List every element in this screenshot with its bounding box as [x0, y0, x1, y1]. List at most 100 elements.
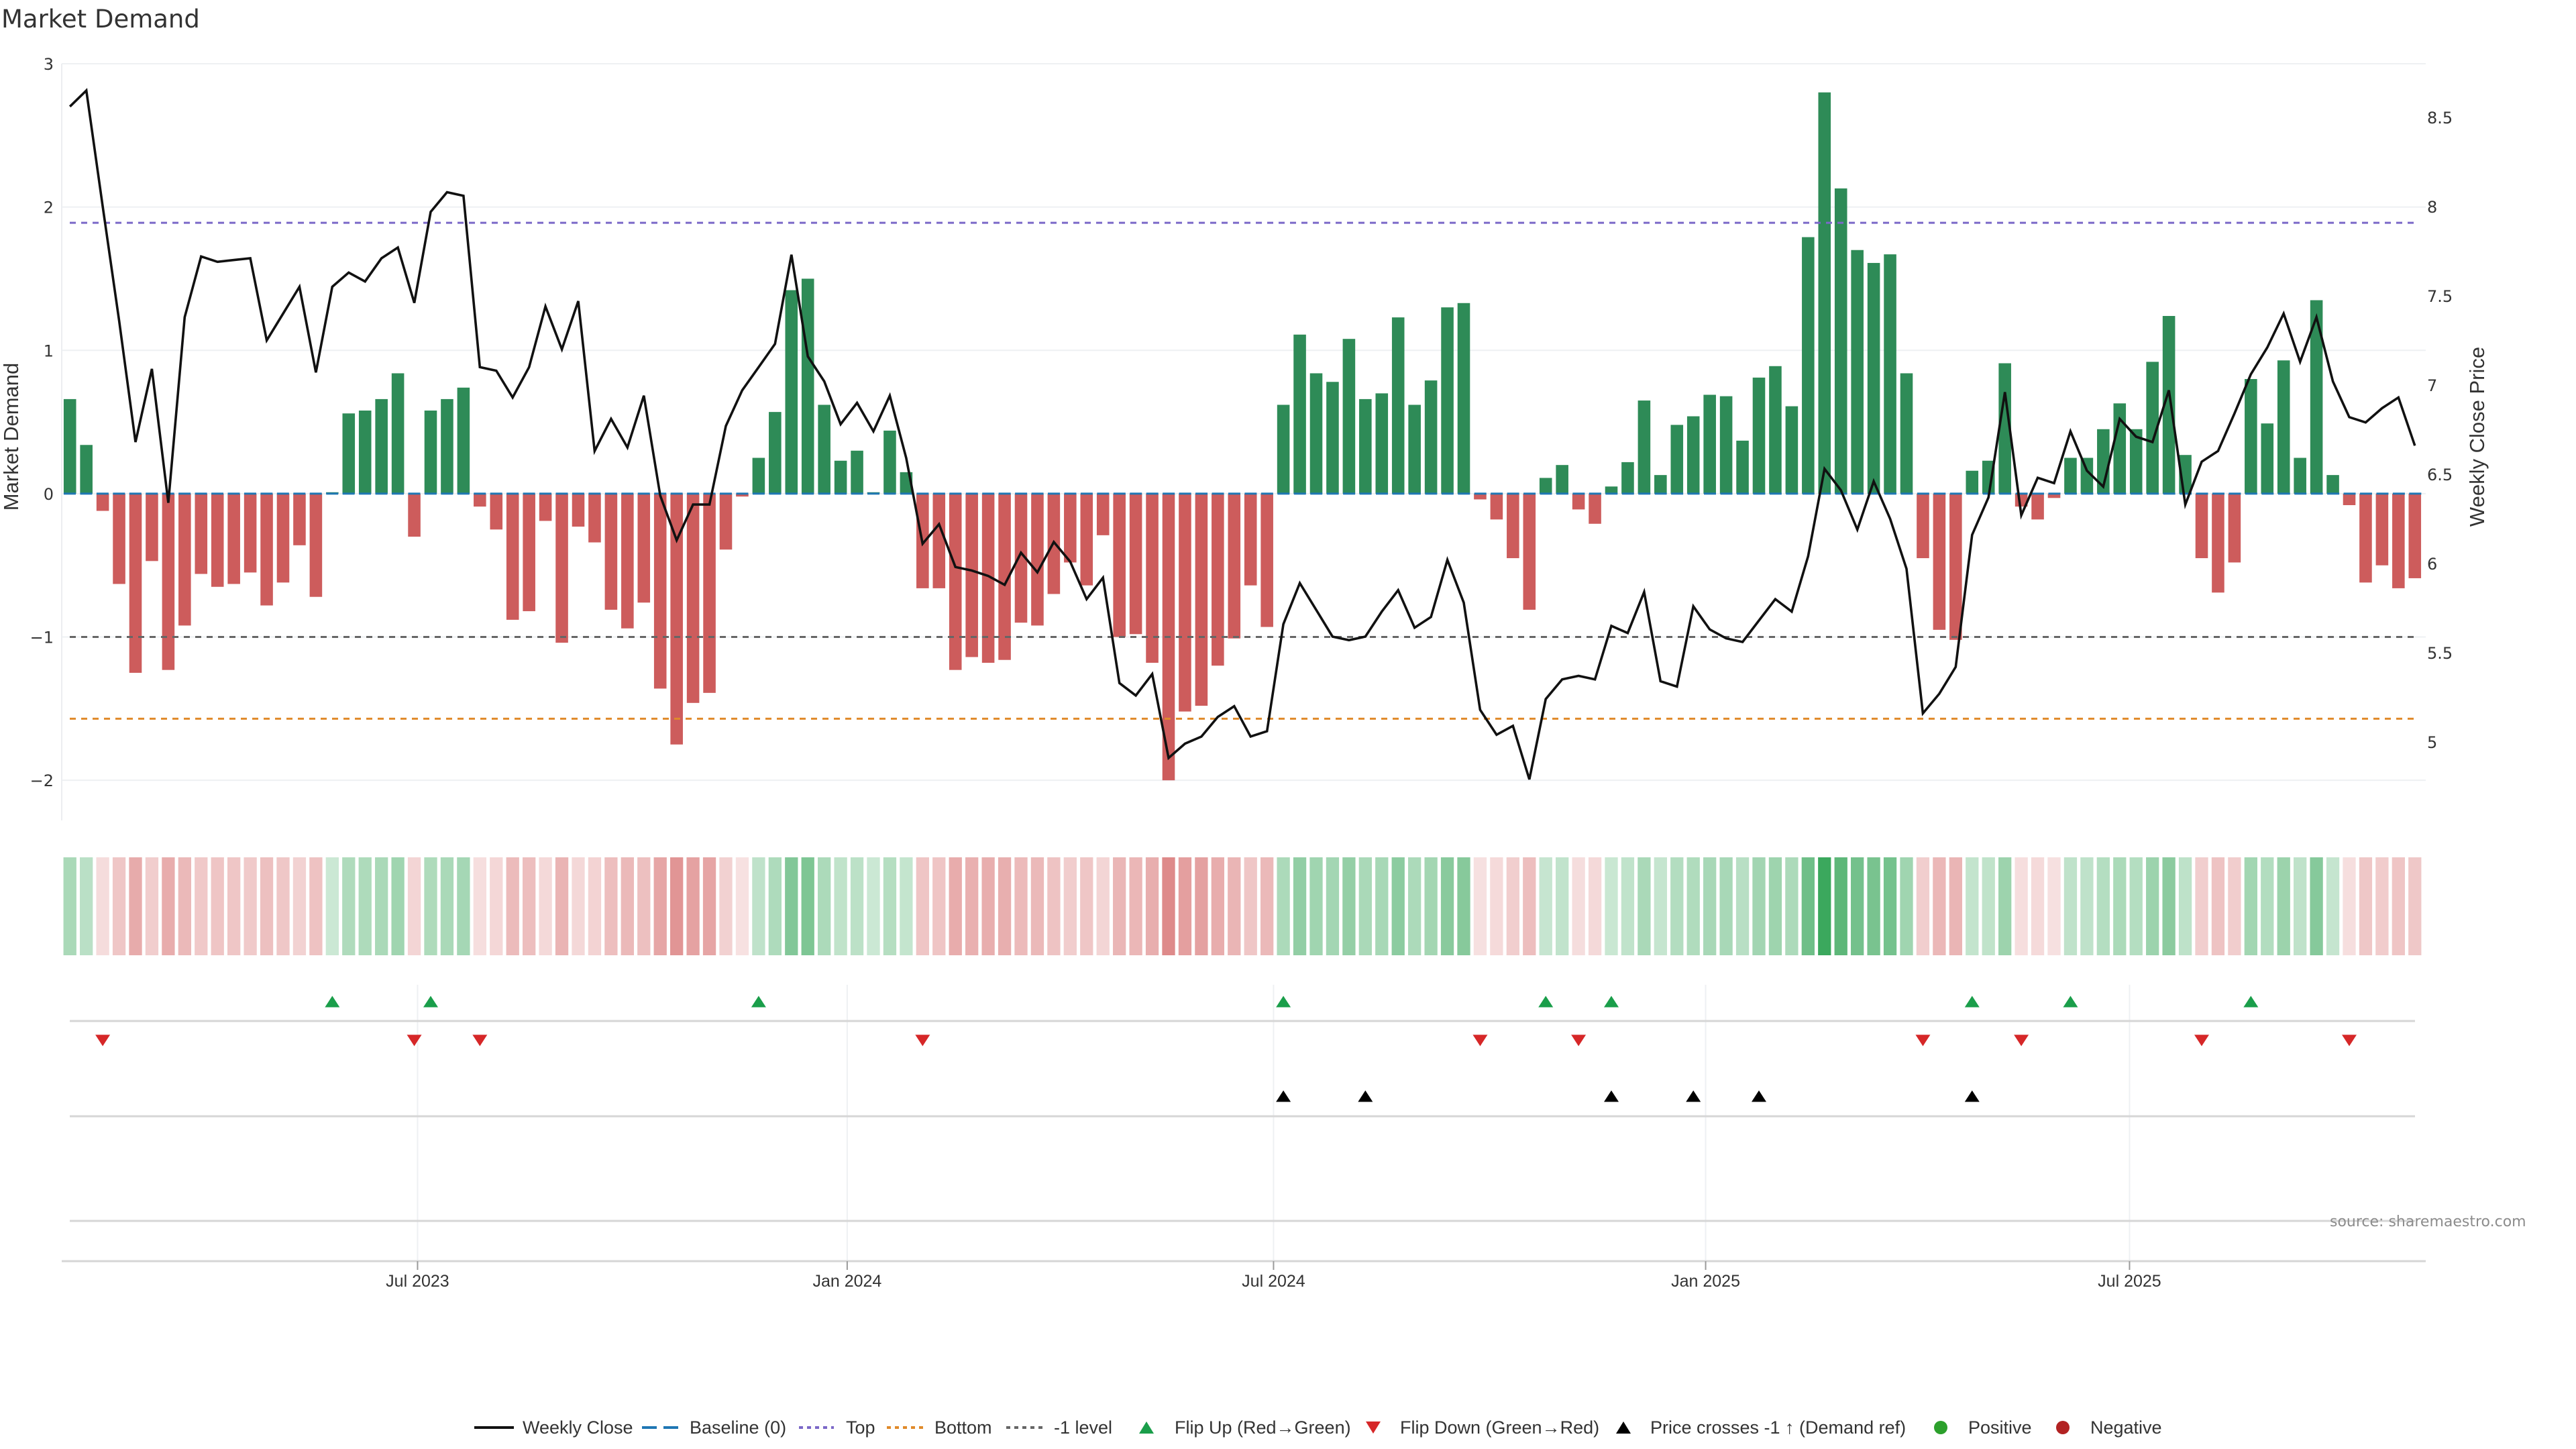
- heatmap-cell: [260, 857, 274, 955]
- demand-bar-positive: [785, 290, 798, 494]
- demand-bar-positive: [457, 387, 470, 494]
- heatmap-cell: [2063, 857, 2078, 955]
- demand-bar-negative: [1523, 493, 1536, 610]
- heatmap-cell: [407, 857, 421, 955]
- flip-down-marker: [2014, 1034, 2029, 1046]
- demand-bar-negative: [1260, 493, 1273, 627]
- demand-bar-negative: [260, 493, 273, 606]
- heatmap-cell: [949, 857, 962, 955]
- demand-bar-negative: [2031, 493, 2044, 520]
- heatmap-cell: [2015, 857, 2028, 955]
- legend-item: Baseline (0): [642, 1417, 786, 1438]
- demand-bar-positive: [1342, 339, 1356, 494]
- y-tick-label-left: 1: [44, 341, 54, 360]
- demand-bar-positive: [2294, 458, 2306, 494]
- reference-lines: [64, 221, 2423, 720]
- flip-up-marker: [1964, 996, 1980, 1008]
- heatmap-cell: [1178, 857, 1192, 955]
- heatmap-cell: [244, 857, 257, 955]
- flip-down-marker: [1571, 1034, 1587, 1046]
- heatmap-cell: [2129, 857, 2143, 955]
- heatmap-cell: [1605, 857, 1618, 955]
- heatmap-cell: [621, 857, 634, 955]
- demand-bar-negative: [1949, 493, 1962, 640]
- heatmap-cell: [1834, 857, 1847, 955]
- heatmap-cell: [162, 857, 175, 955]
- legend-label: Top: [846, 1417, 875, 1438]
- demand-bar-positive: [752, 458, 765, 494]
- heatmap-cell: [2178, 857, 2192, 955]
- heatmap-cell: [80, 857, 93, 955]
- heatmap-cell: [342, 857, 356, 955]
- demand-bar-positive: [2080, 458, 2094, 494]
- heatmap-cell: [195, 857, 208, 955]
- legend: Weekly Close Baseline (0) Top Bottom -1 leve…: [474, 1417, 2162, 1438]
- demand-bar-negative: [703, 493, 716, 693]
- demand-bar-positive: [883, 430, 896, 494]
- demand-bar-positive: [1621, 462, 1634, 494]
- heatmap-cell: [735, 857, 749, 955]
- legend-triangle-up-icon: [1139, 1421, 1154, 1434]
- demand-bar-positive: [1556, 465, 1568, 494]
- heatmap-cell: [572, 857, 585, 955]
- demand-bar-positive: [1654, 475, 1667, 494]
- demand-bar-negative: [1917, 493, 1929, 559]
- demand-bar-negative: [2375, 493, 2389, 566]
- legend-label: Price crosses -1 ↑ (Demand ref): [1650, 1417, 1906, 1438]
- legend-item: Positive: [1934, 1417, 2032, 1438]
- heatmap-cell: [211, 857, 224, 955]
- demand-bar-positive: [2146, 362, 2159, 494]
- demand-bar-negative: [2195, 493, 2208, 559]
- heatmap-cell: [2326, 857, 2340, 955]
- heatmap-cell: [2146, 857, 2159, 955]
- heatmap-cell: [96, 857, 109, 955]
- demand-bar-negative: [276, 493, 290, 583]
- heatmap-cell: [916, 857, 929, 955]
- heatmap-cell: [1457, 857, 1470, 955]
- price-cross-marker: [1358, 1090, 1373, 1102]
- heatmap-cell: [1211, 857, 1224, 955]
- demand-bar-positive: [1802, 237, 1815, 494]
- heatmap-cell: [440, 857, 454, 955]
- demand-bar-negative: [539, 493, 552, 521]
- legend-label: Flip Down (Green→Red): [1400, 1417, 1599, 1438]
- demand-bar-positive: [2277, 360, 2290, 494]
- heatmap-cell: [1096, 857, 1110, 955]
- demand-bar-positive: [1769, 366, 1782, 494]
- heatmap-cell: [686, 857, 700, 955]
- demand-bar-negative: [719, 493, 733, 550]
- heatmap-cell: [1309, 857, 1323, 955]
- demand-bar-positive: [1424, 380, 1438, 494]
- y-axis-title-right: Weekly Close Price: [2465, 347, 2489, 527]
- demand-bar-negative: [1474, 493, 1487, 500]
- price-cross-marker: [1276, 1090, 1291, 1102]
- demand-bar-positive: [1293, 334, 1306, 494]
- demand-bar-negative: [1195, 493, 1208, 706]
- heatmap-cell: [2408, 857, 2422, 955]
- heatmap-cell: [850, 857, 864, 955]
- demand-bar-negative: [162, 493, 175, 670]
- demand-bar-negative: [96, 493, 109, 511]
- heatmap-cell: [2211, 857, 2225, 955]
- demand-bar-positive: [1998, 363, 2011, 494]
- flip-up-marker: [1538, 996, 1554, 1008]
- demand-bar-positive: [1391, 317, 1405, 494]
- y-tick-label-left: 3: [44, 55, 54, 74]
- heatmap-cell: [1949, 857, 1962, 955]
- flip-up-marker: [1604, 996, 1619, 1008]
- heatmap-cell: [473, 857, 486, 955]
- heatmap-cell: [1638, 857, 1651, 955]
- y-tick-label-left: −2: [30, 771, 54, 790]
- demand-bar-negative: [1212, 493, 1224, 666]
- heatmap-cell: [539, 857, 552, 955]
- legend-item: Flip Up (Red→Green): [1139, 1417, 1351, 1438]
- heatmap-cell: [1916, 857, 1930, 955]
- legend-circle-icon: [2056, 1421, 2070, 1434]
- heatmap-cell: [1982, 857, 1995, 955]
- flip-up-marker: [2063, 996, 2078, 1008]
- demand-bar-positive: [1605, 486, 1618, 494]
- demand-bar-negative: [178, 493, 191, 626]
- heatmap-cell: [309, 857, 323, 955]
- gridlines: [62, 63, 2426, 782]
- heatmap-cell: [604, 857, 618, 955]
